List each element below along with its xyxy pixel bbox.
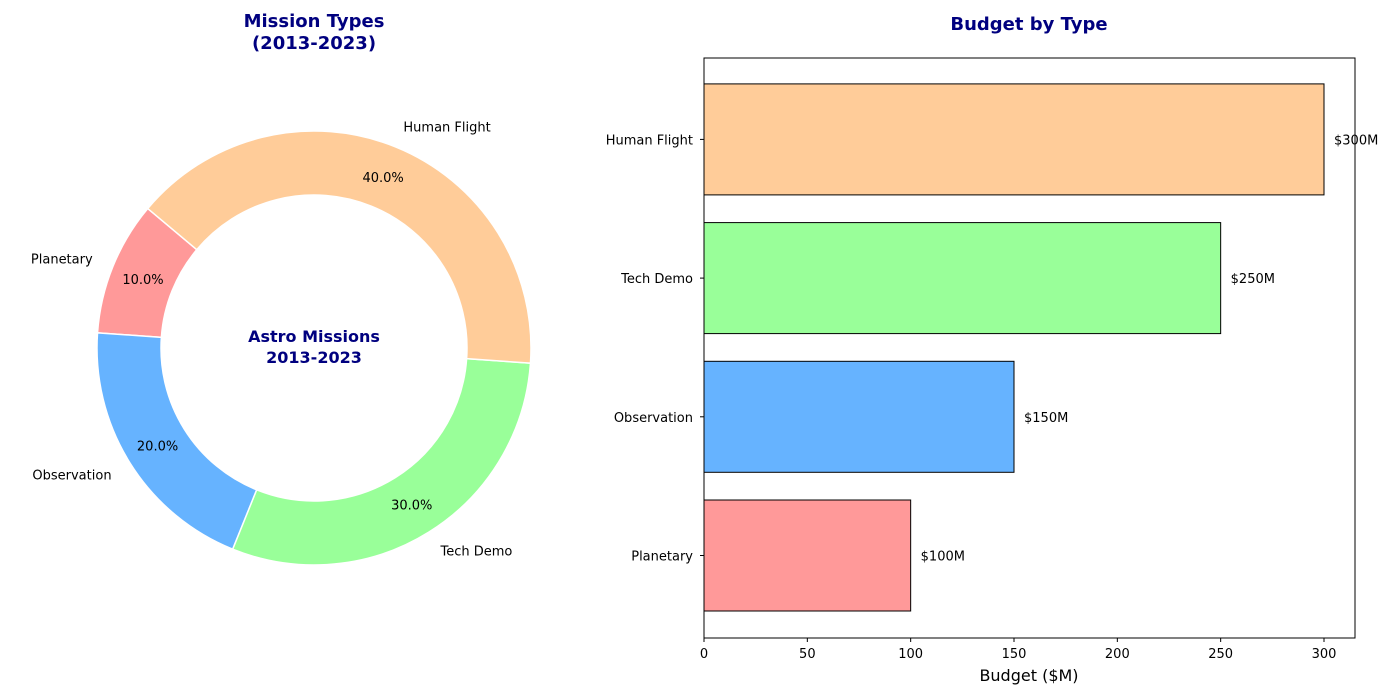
donut-percent-label: 20.0%	[137, 440, 178, 455]
bar-value-label: $150M	[1024, 411, 1068, 426]
donut-center-line-1: Astro Missions	[248, 327, 380, 346]
x-tick-label: 0	[700, 647, 708, 662]
y-tick-label: Human Flight	[606, 133, 693, 148]
donut-chart: Mission Types (2013-2023) Planetary 10.0%…	[31, 11, 532, 566]
axis-ticks: Planetary Observation Tech Demo Human Fligh…	[606, 133, 1337, 662]
donut-category-label: Tech Demo	[439, 544, 512, 559]
bar-tech-demo	[703, 222, 1222, 335]
x-tick-label: 300	[1312, 647, 1337, 662]
y-tick-label: Planetary	[631, 550, 693, 565]
bar-human-flight	[703, 83, 1325, 196]
donut-percent-label: 10.0%	[122, 273, 163, 288]
donut-percent-label: 30.0%	[391, 498, 432, 513]
bars-group: $100M $150M $250M $300M	[703, 83, 1378, 612]
donut-center-line-2: 2013-2023	[266, 348, 362, 367]
donut-slice-tech-demo	[231, 357, 532, 566]
x-axis-label: Budget ($M)	[979, 666, 1078, 685]
bar-value-label: $100M	[921, 550, 965, 565]
bar-value-label: $250M	[1231, 272, 1275, 287]
plot-area-frame	[703, 57, 1356, 639]
bar-value-label: $300M	[1334, 133, 1378, 148]
x-tick-label: 100	[898, 647, 923, 662]
donut-slice-human-flight	[146, 130, 532, 364]
bar-observation	[703, 360, 1015, 473]
budget-bar-chart: Budget by Type $100M $150M $250M $300M Plan…	[606, 14, 1379, 685]
donut-title-line-1: Mission Types	[244, 11, 385, 32]
donut-category-label: Human Flight	[403, 121, 490, 136]
donut-title-line-2: (2013-2023)	[252, 33, 376, 54]
bar-planetary	[703, 499, 912, 612]
donut-slices	[96, 130, 532, 566]
y-tick-label: Observation	[614, 411, 693, 426]
x-tick-label: 150	[1002, 647, 1027, 662]
donut-category-label: Planetary	[31, 253, 93, 268]
x-tick-label: 200	[1105, 647, 1130, 662]
donut-labels: Planetary 10.0% Observation 20.0% Tech Demo 3…	[31, 121, 512, 560]
x-tick-label: 250	[1208, 647, 1233, 662]
y-tick-label: Tech Demo	[620, 272, 693, 287]
bar-chart-title: Budget by Type	[950, 14, 1107, 35]
x-tick-label: 50	[799, 647, 816, 662]
donut-category-label: Observation	[32, 468, 111, 483]
donut-percent-label: 40.0%	[362, 171, 403, 186]
